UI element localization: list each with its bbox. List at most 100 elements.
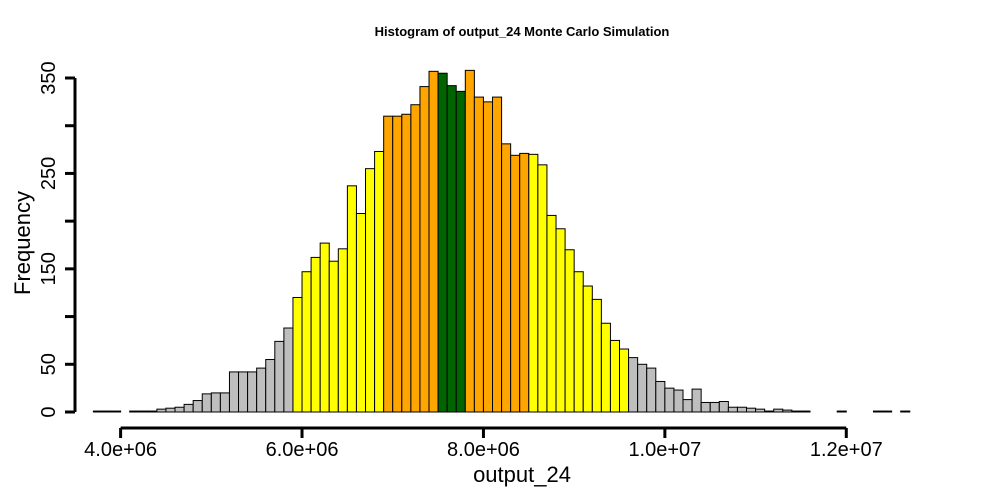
x-axis-label: output_24 (473, 462, 571, 487)
histogram-bar (428, 70, 439, 413)
histogram-bar (437, 72, 448, 413)
histogram-bar (882, 410, 893, 413)
histogram-bar (274, 340, 285, 413)
y-tick-label: 250 (38, 157, 60, 190)
chart-title: Histogram of output_24 Monte Carlo Simul… (375, 24, 670, 39)
histogram-bar (101, 410, 113, 413)
histogram-bar (210, 392, 221, 413)
histogram-bar (637, 363, 648, 413)
histogram-bar (201, 393, 212, 413)
histogram-bar (111, 410, 122, 413)
histogram-bar (873, 410, 884, 413)
histogram-bar (727, 406, 738, 413)
histogram-bar (247, 371, 258, 413)
histogram-bar (129, 410, 140, 413)
histogram-bar (192, 400, 203, 413)
histogram-bar (283, 327, 294, 413)
histogram-bar (292, 296, 303, 413)
histogram-bar (664, 387, 675, 413)
histogram-bar (773, 408, 784, 413)
histogram-bar (92, 410, 103, 413)
x-tick-label: 6.0e+06 (266, 439, 339, 461)
histogram-bar (219, 392, 230, 413)
histogram-bar (473, 96, 484, 413)
histogram-bar (319, 242, 330, 413)
histogram-bars (92, 69, 911, 413)
histogram-bar (374, 150, 385, 413)
histogram-bar (346, 185, 357, 413)
histogram-bar (682, 399, 693, 413)
histogram-bar (591, 298, 602, 413)
x-axis: 4.0e+06 6.0e+06 8.0e+06 1.0e+07 1.2e+07 (84, 426, 883, 461)
histogram-bar (564, 249, 575, 413)
histogram-bar (655, 380, 666, 413)
histogram-bar (165, 407, 176, 413)
histogram-bar (446, 85, 457, 413)
histogram-bar (183, 403, 194, 413)
histogram-bar (528, 153, 539, 413)
histogram-bar (156, 408, 167, 413)
histogram-bar (546, 214, 557, 413)
histogram-bar (900, 410, 911, 413)
histogram-bar (310, 256, 321, 413)
histogram-bar (410, 104, 421, 413)
histogram-bar (718, 401, 729, 413)
histogram-bar (174, 406, 185, 413)
histogram-bar (228, 371, 240, 413)
x-tick-label: 1.0e+07 (628, 439, 701, 461)
y-axis: 0 50 150 250 350 (38, 61, 77, 418)
histogram-bar (609, 339, 621, 413)
histogram-bar (800, 410, 811, 413)
histogram-bar (691, 388, 702, 413)
histogram-bar (337, 248, 348, 413)
histogram-bar (836, 410, 847, 413)
histogram-bar (455, 90, 466, 413)
histogram-bar (582, 285, 593, 413)
histogram-bar (392, 115, 403, 413)
y-tick-label: 50 (38, 353, 60, 375)
y-tick-label: 150 (38, 252, 60, 285)
histogram-bar (537, 164, 548, 413)
histogram-bar (147, 410, 158, 413)
y-axis-label: Frequency (10, 191, 35, 295)
histogram-bar (764, 410, 775, 413)
histogram-bar (709, 401, 720, 413)
histogram-bar (464, 69, 475, 413)
histogram-bar (646, 367, 657, 413)
histogram-bar (482, 101, 494, 413)
histogram-bar (510, 154, 521, 413)
y-tick-label: 350 (38, 61, 60, 94)
histogram-bar (365, 168, 376, 413)
x-tick-label: 1.2e+07 (810, 439, 883, 461)
histogram-bar (619, 348, 630, 413)
histogram-bar (746, 407, 757, 413)
histogram-bar (600, 322, 611, 413)
histogram-bar (555, 228, 566, 413)
histogram-bar (782, 409, 793, 413)
histogram-bar (301, 271, 312, 413)
histogram-bar (628, 357, 639, 413)
histogram-bar (383, 115, 394, 413)
histogram-bar (256, 367, 267, 413)
histogram-bar (238, 371, 249, 413)
histogram-bar (401, 113, 412, 413)
x-tick-label: 8.0e+06 (447, 439, 520, 461)
histogram-bar (328, 260, 339, 413)
histogram-bar (791, 410, 802, 413)
x-tick-label: 4.0e+06 (84, 439, 157, 461)
histogram-bar (700, 401, 711, 413)
histogram-bar (265, 359, 276, 413)
histogram-bar (501, 143, 512, 413)
histogram-bar (355, 213, 367, 413)
histogram-bar (492, 96, 503, 413)
histogram-bar (138, 410, 149, 413)
histogram-bar (736, 406, 748, 413)
histogram-bar (573, 271, 584, 413)
histogram-bar (419, 86, 430, 413)
histogram-bar (673, 389, 684, 413)
y-tick-label: 0 (38, 406, 60, 417)
histogram-bar (755, 408, 766, 413)
histogram-bar (519, 152, 530, 413)
